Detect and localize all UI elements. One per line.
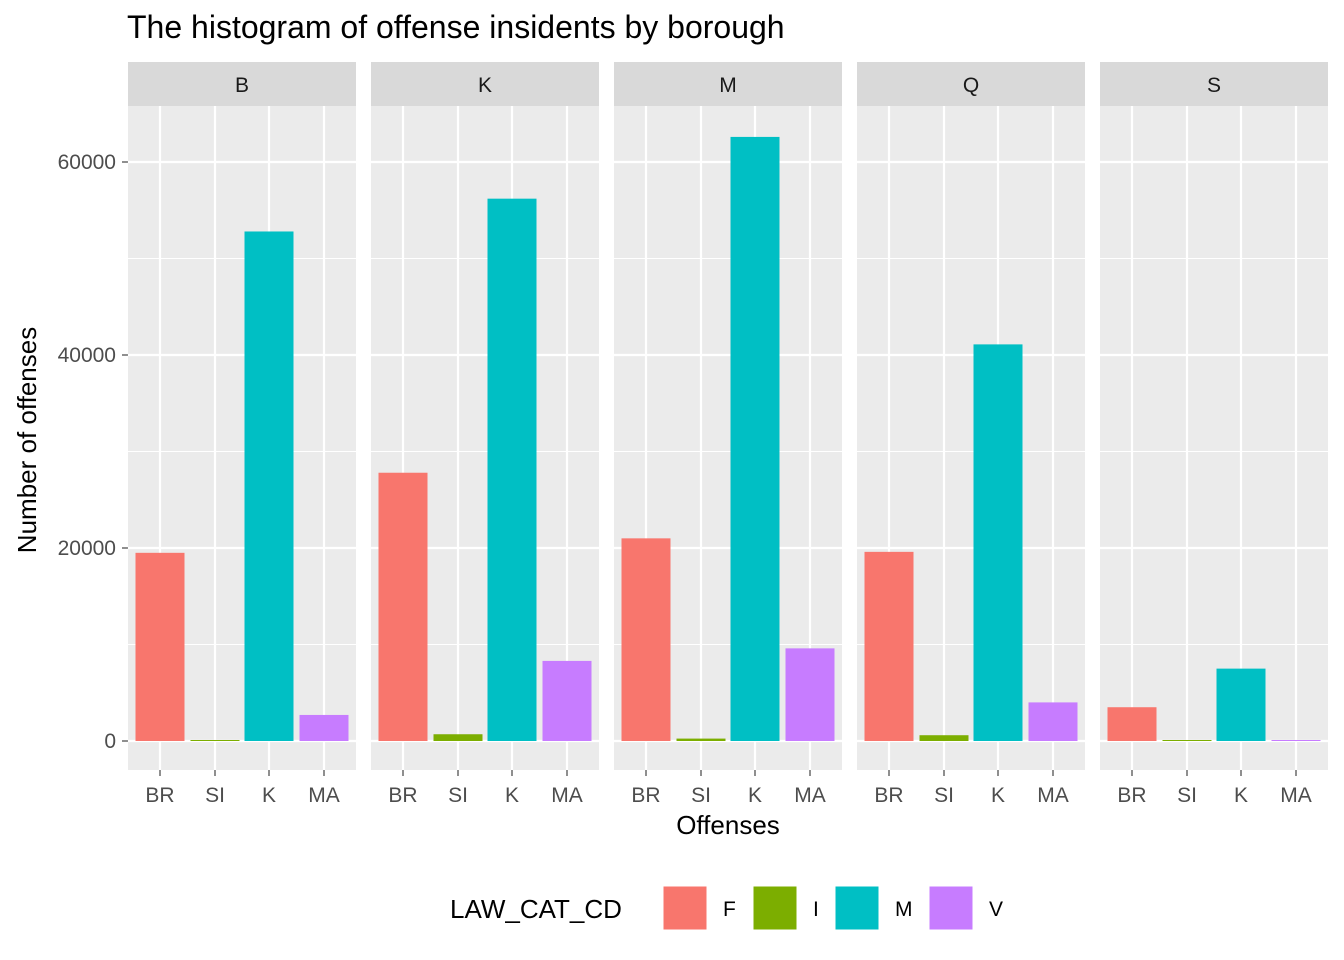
bar-s-si bbox=[1162, 740, 1212, 741]
facet-strip bbox=[128, 62, 356, 106]
facet-strip-label: K bbox=[478, 74, 492, 97]
bar-b-k bbox=[244, 231, 294, 742]
facet-panel-k: K BR SI K MA bbox=[371, 62, 599, 807]
bar-m-k bbox=[730, 136, 780, 741]
panel-background bbox=[1100, 106, 1328, 770]
facet-strip bbox=[857, 62, 1085, 106]
bar-b-si bbox=[190, 740, 240, 741]
chart-title: The histogram of offense insidents by bo… bbox=[127, 9, 785, 45]
facet-strip bbox=[1100, 62, 1328, 106]
bar-q-si bbox=[919, 735, 969, 741]
x-tick-label: SI bbox=[448, 784, 468, 807]
legend: LAW_CAT_CD F I M V bbox=[450, 885, 1003, 931]
legend-label-f: F bbox=[723, 898, 736, 921]
x-tick-label: SI bbox=[691, 784, 711, 807]
y-tick-label: 60000 bbox=[58, 151, 116, 174]
facet-panel-b: B BR SI K MA bbox=[128, 62, 356, 807]
facet-panel-q: Q BR SI K MA bbox=[857, 62, 1085, 807]
facet-strip-label: Q bbox=[963, 74, 979, 97]
bar-k-br bbox=[378, 472, 428, 741]
legend-label-i: I bbox=[813, 898, 819, 921]
bar-q-ma bbox=[1028, 702, 1078, 741]
bar-s-ma bbox=[1271, 740, 1321, 741]
x-tick-label: MA bbox=[308, 784, 340, 807]
x-tick-label: BR bbox=[1117, 784, 1146, 807]
bar-k-si bbox=[433, 734, 483, 741]
x-tick-label: SI bbox=[1177, 784, 1197, 807]
facet-strip bbox=[614, 62, 842, 106]
x-tick-label: MA bbox=[794, 784, 826, 807]
bar-b-ma bbox=[299, 714, 349, 741]
y-tick-label: 40000 bbox=[58, 344, 116, 367]
facet-panels: B BR SI K MA K BR SI K MA M BR SI K MA Q BR SI K MA S BR SI K MA… bbox=[58, 62, 1328, 807]
facet-panel-m: M BR SI K MA bbox=[614, 62, 842, 807]
x-tick-label: K bbox=[262, 784, 276, 807]
facet-strip bbox=[371, 62, 599, 106]
facet-strip-label: M bbox=[719, 74, 737, 97]
facet-strip-label: B bbox=[235, 74, 249, 97]
legend-key-f bbox=[662, 885, 708, 931]
y-axis: 0 20000 40000 60000 bbox=[58, 151, 128, 753]
legend-key-i bbox=[752, 885, 798, 931]
x-tick-label: BR bbox=[874, 784, 903, 807]
bar-m-ma bbox=[785, 648, 835, 741]
legend-key-v bbox=[928, 885, 974, 931]
facet-panel-s: S BR SI K MA bbox=[1100, 62, 1328, 807]
x-tick-label: MA bbox=[1280, 784, 1312, 807]
x-tick-label: BR bbox=[631, 784, 660, 807]
bar-m-br bbox=[621, 538, 671, 741]
legend-key-m bbox=[834, 885, 880, 931]
bar-q-br bbox=[864, 551, 914, 741]
x-tick-label: K bbox=[991, 784, 1005, 807]
legend-title: LAW_CAT_CD bbox=[450, 894, 622, 924]
x-tick-label: MA bbox=[1037, 784, 1069, 807]
bar-s-k bbox=[1216, 668, 1266, 741]
bar-q-k bbox=[973, 344, 1023, 741]
bar-k-k bbox=[487, 198, 537, 742]
bar-s-br bbox=[1107, 707, 1157, 741]
bar-b-br bbox=[135, 552, 185, 741]
facet-strip-label: S bbox=[1207, 74, 1221, 97]
x-tick-label: SI bbox=[934, 784, 954, 807]
legend-label-m: M bbox=[895, 898, 913, 921]
x-tick-label: BR bbox=[145, 784, 174, 807]
y-tick-label: 0 bbox=[104, 730, 116, 753]
bar-k-ma bbox=[542, 660, 592, 741]
x-tick-label: MA bbox=[551, 784, 583, 807]
y-tick-label: 20000 bbox=[58, 537, 116, 560]
y-axis-title: Number of offenses bbox=[12, 327, 42, 553]
bar-m-si bbox=[676, 738, 726, 741]
legend-label-v: V bbox=[989, 898, 1003, 921]
x-tick-label: BR bbox=[388, 784, 417, 807]
x-tick-label: SI bbox=[205, 784, 225, 807]
x-tick-label: K bbox=[1234, 784, 1248, 807]
x-axis-title: Offenses bbox=[676, 810, 780, 840]
x-tick-label: K bbox=[505, 784, 519, 807]
x-tick-label: K bbox=[748, 784, 762, 807]
